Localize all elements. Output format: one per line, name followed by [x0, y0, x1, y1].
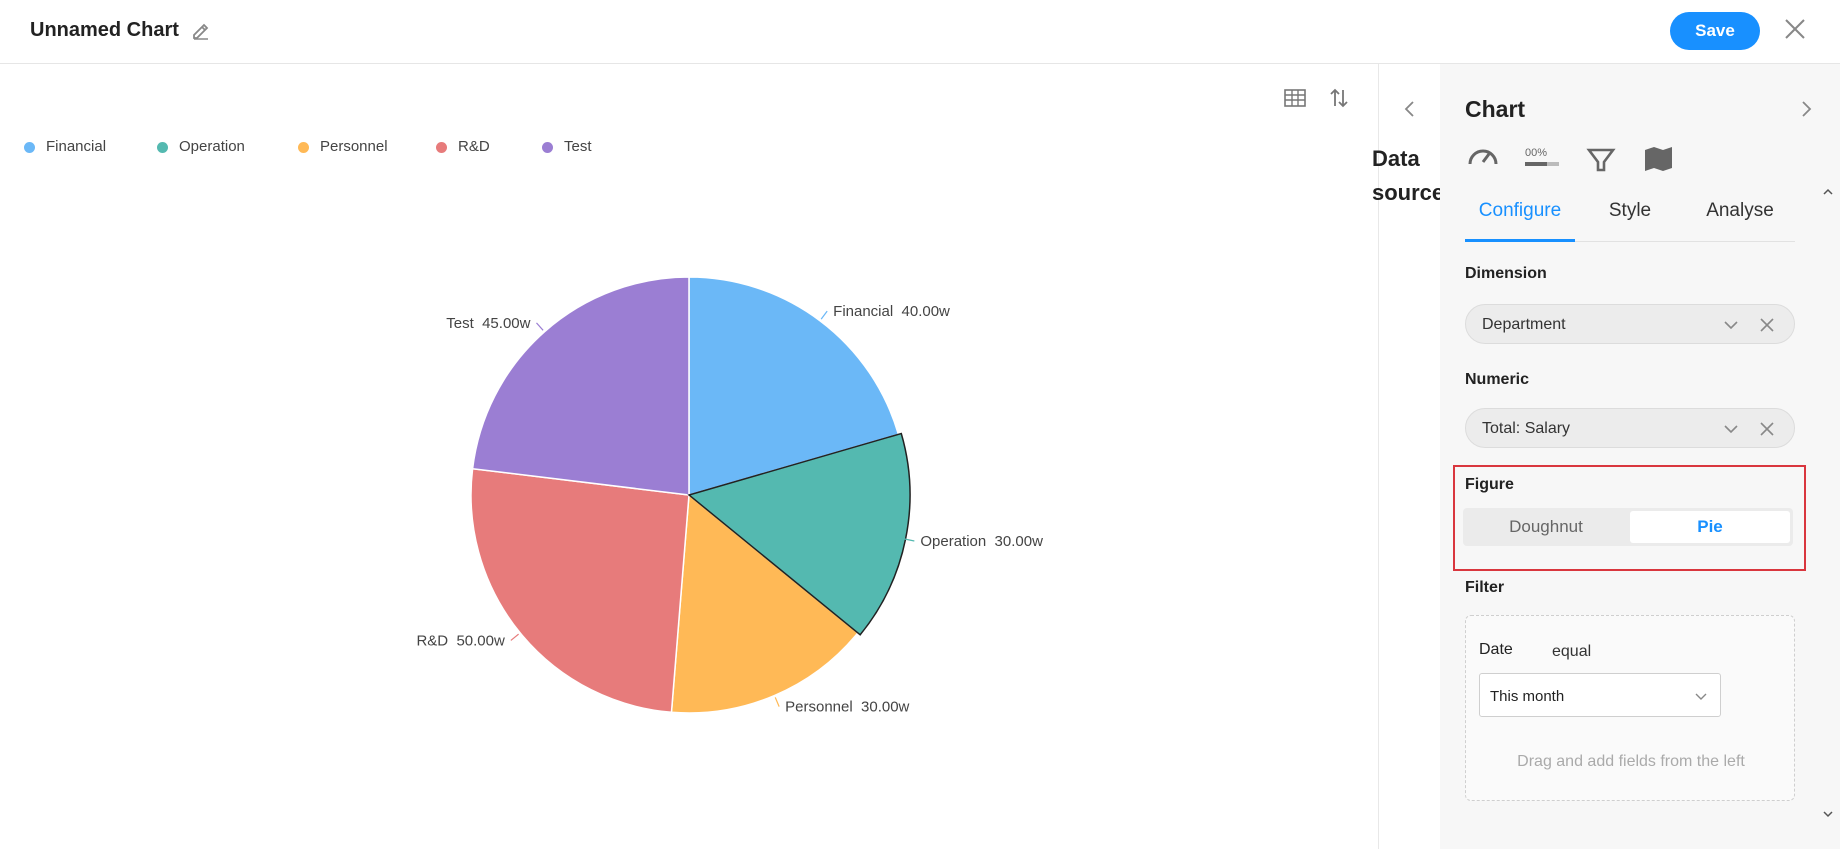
close-icon[interactable]: [1782, 16, 1808, 42]
chevron-down-icon[interactable]: [1722, 420, 1740, 438]
leader-line: [820, 310, 828, 320]
figure-highlight-box: [1453, 465, 1806, 571]
dimension-value: Department: [1482, 316, 1566, 333]
panel-tabs: Configure Style Analyse: [1465, 190, 1795, 242]
legend-dot: [542, 142, 553, 153]
filter-operator[interactable]: equal: [1552, 643, 1592, 660]
map-icon[interactable]: [1641, 144, 1677, 174]
numeric-field[interactable]: Total: Salary: [1465, 408, 1795, 448]
chart-title: Unnamed Chart: [30, 19, 179, 41]
scroll-up-icon[interactable]: [1822, 186, 1834, 198]
filter-field-name: Date: [1479, 641, 1513, 658]
legend-label: Personnel: [320, 138, 388, 155]
pie-chart: Financial 40.00w Operation 30.00w Personne…: [416, 276, 1043, 716]
legend-dot: [157, 142, 168, 153]
legend-dot: [436, 142, 447, 153]
data-source-label[interactable]: Data source: [1372, 146, 1440, 205]
numeric-value: Total: Salary: [1482, 420, 1571, 437]
scroll-down-icon[interactable]: [1822, 808, 1834, 820]
doughnut-option[interactable]: Doughnut: [1509, 517, 1583, 536]
tab-configure[interactable]: Configure: [1465, 190, 1575, 242]
chevron-right-icon[interactable]: [1796, 98, 1816, 120]
figure-segmented-control: Doughnut Pie: [1463, 508, 1793, 546]
save-button[interactable]: Save: [1670, 12, 1760, 50]
leader-line: [774, 697, 780, 707]
chart-type-icons: 00%: [1465, 144, 1795, 178]
pie-slice-financial[interactable]: [688, 276, 900, 496]
pie-data-label: Test 45.00w: [446, 315, 530, 332]
figure-label: Figure: [1465, 476, 1514, 493]
leader-line: [510, 633, 519, 641]
pie-data-label: Financial 40.00w: [833, 303, 950, 320]
filter-drop-zone[interactable]: Date equal This month Drag and add field…: [1465, 615, 1795, 801]
legend-label: R&D: [458, 138, 490, 155]
panel-title: Chart: [1465, 96, 1526, 122]
table-icon[interactable]: [1282, 85, 1308, 111]
gauge-icon[interactable]: [1465, 144, 1501, 174]
svg-text:00%: 00%: [1525, 147, 1547, 159]
header-bar: Unnamed Chart Save: [0, 0, 1840, 64]
filter-drag-hint: Drag and add fields from the left: [1517, 753, 1745, 770]
numeric-label: Numeric: [1465, 371, 1530, 388]
leader-line: [904, 538, 915, 542]
pie-data-label: Personnel 30.00w: [785, 699, 909, 716]
dimension-field[interactable]: Department: [1465, 304, 1795, 344]
pie-data-label: R&D 50.00w: [416, 632, 505, 649]
pie-slice-personnel[interactable]: [670, 493, 859, 714]
leader-line: [536, 322, 544, 331]
chevron-down-icon: [1695, 693, 1707, 700]
legend-label: Operation: [179, 138, 245, 155]
filter-value-select[interactable]: This month: [1479, 673, 1721, 717]
pie-option[interactable]: Pie: [1630, 511, 1790, 543]
panel-divider: [1378, 64, 1379, 849]
legend-label: Test: [564, 138, 592, 155]
filter-value: This month: [1490, 688, 1565, 705]
tab-style[interactable]: Style: [1608, 200, 1652, 221]
legend-dot: [298, 142, 309, 153]
sort-icon[interactable]: [1326, 85, 1352, 111]
funnel-icon[interactable]: [1583, 144, 1619, 174]
chevron-down-icon[interactable]: [1722, 316, 1740, 334]
chart-config-panel: Chart 00% Configure Style Analyse Dimens…: [1440, 64, 1840, 849]
percentage-bar-icon[interactable]: 00%: [1525, 144, 1561, 174]
pencil-icon[interactable]: [190, 20, 212, 42]
legend-dot: [24, 142, 35, 153]
pie-data-label: Operation 30.00w: [920, 533, 1043, 550]
remove-icon[interactable]: [1758, 316, 1776, 334]
chevron-left-icon[interactable]: [1400, 98, 1420, 120]
remove-icon[interactable]: [1758, 420, 1776, 438]
dimension-label: Dimension: [1465, 265, 1547, 282]
pie-slice-rd[interactable]: [470, 467, 690, 714]
chart-canvas-area: Financial 40.00w Operation 30.00w Personne…: [0, 64, 1378, 849]
filter-label: Filter: [1465, 579, 1505, 596]
tab-analyse[interactable]: Analyse: [1706, 200, 1774, 221]
pie-slice-test[interactable]: [471, 276, 690, 496]
legend-label: Financial: [46, 138, 107, 155]
